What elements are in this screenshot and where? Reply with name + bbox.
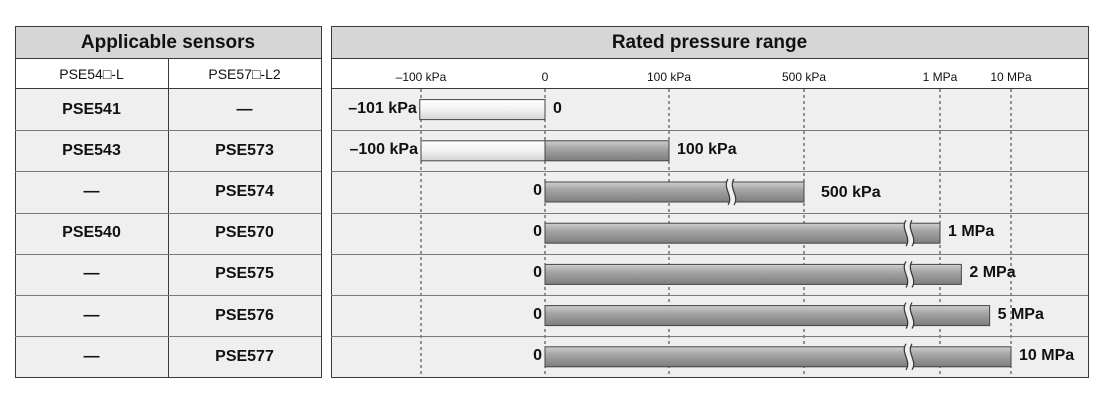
range-max-label: 500 kPa xyxy=(821,184,881,201)
sensor-cell-54: PSE543 xyxy=(15,130,168,172)
col2-header: PSE57□-L2 xyxy=(168,59,321,89)
rated-pressure-range-header: Rated pressure range xyxy=(331,27,1088,58)
sensor-cell-54: — xyxy=(15,295,168,337)
scale-break-mark xyxy=(903,261,915,288)
row-divider xyxy=(331,254,1088,255)
sensor-cell-54: PSE541 xyxy=(15,89,168,131)
table-border xyxy=(1088,26,1089,378)
table-border xyxy=(331,26,1088,27)
axis-tick-label: 0 xyxy=(541,70,549,84)
axis-tick-label: 1 MPa xyxy=(922,70,958,84)
sensor-cell-54: — xyxy=(15,253,168,295)
range-min-label: 0 xyxy=(533,223,542,241)
sensor-cell-54: — xyxy=(15,336,168,378)
range-bar xyxy=(544,222,941,244)
row-divider xyxy=(15,171,321,172)
sensor-cell-57: PSE575 xyxy=(168,253,321,295)
table-border xyxy=(15,26,321,27)
table-border xyxy=(15,26,16,378)
range-chart xyxy=(419,89,1012,377)
range-min-label: –101 kPa xyxy=(348,99,417,117)
row-divider xyxy=(331,130,1088,131)
sensor-cell-54: PSE540 xyxy=(15,212,168,254)
sensor-cell-57: PSE577 xyxy=(168,336,321,378)
table-border xyxy=(331,26,332,378)
range-min-label: 0 xyxy=(533,346,542,364)
row-divider xyxy=(15,254,321,255)
sensor-cell-57: PSE576 xyxy=(168,295,321,337)
row-divider xyxy=(331,171,1088,172)
range-bar-negative xyxy=(419,99,546,121)
range-max-label: 5 MPa xyxy=(997,305,1044,323)
sensor-cell-54: — xyxy=(15,171,168,213)
range-bar xyxy=(544,181,805,203)
axis-tick-label: 100 kPa xyxy=(646,70,692,84)
table-border xyxy=(331,377,1088,378)
scale-break-mark xyxy=(903,302,915,329)
table-border xyxy=(331,88,1088,89)
range-bar-negative xyxy=(420,140,546,162)
range-max-label: 2 MPa xyxy=(969,264,1016,282)
scale-break-mark xyxy=(903,219,915,247)
col1-header: PSE54□-L xyxy=(15,59,168,89)
row-divider xyxy=(15,130,321,131)
scale-break-mark xyxy=(903,343,915,371)
row-divider xyxy=(331,213,1088,214)
table-border xyxy=(321,26,322,378)
range-bar-positive xyxy=(544,140,670,162)
range-max-label: 10 MPa xyxy=(1019,346,1075,364)
range-max-label: 100 kPa xyxy=(677,140,737,158)
range-bar xyxy=(544,346,1012,368)
range-min-label: 0 xyxy=(533,264,542,282)
range-max-label: 1 MPa xyxy=(948,223,995,241)
table-border xyxy=(331,58,1088,59)
range-bar xyxy=(544,263,962,285)
range-min-label: 0 xyxy=(533,305,542,323)
row-divider xyxy=(15,295,321,296)
range-min-label: 0 xyxy=(533,182,542,199)
chart-pane xyxy=(331,89,1088,377)
scale-break-mark xyxy=(725,178,737,206)
axis-tick-label: 500 kPa xyxy=(781,70,827,84)
sensor-cell-57: — xyxy=(168,89,321,131)
range-max-label: 0 xyxy=(553,99,562,117)
row-divider xyxy=(331,295,1088,296)
row-divider xyxy=(331,336,1088,337)
row-divider xyxy=(15,336,321,337)
range-bar xyxy=(544,305,991,327)
sensor-cell-57: PSE573 xyxy=(168,130,321,172)
table-border xyxy=(168,58,169,378)
row-divider xyxy=(15,213,321,214)
sensor-cell-57: PSE574 xyxy=(168,171,321,213)
axis-tick-label: –100 kPa xyxy=(395,70,447,84)
axis-tick-label: 10 MPa xyxy=(990,70,1032,84)
range-min-label: –100 kPa xyxy=(349,140,418,158)
sensor-cell-57: PSE570 xyxy=(168,212,321,254)
applicable-sensors-header: Applicable sensors xyxy=(15,27,321,58)
